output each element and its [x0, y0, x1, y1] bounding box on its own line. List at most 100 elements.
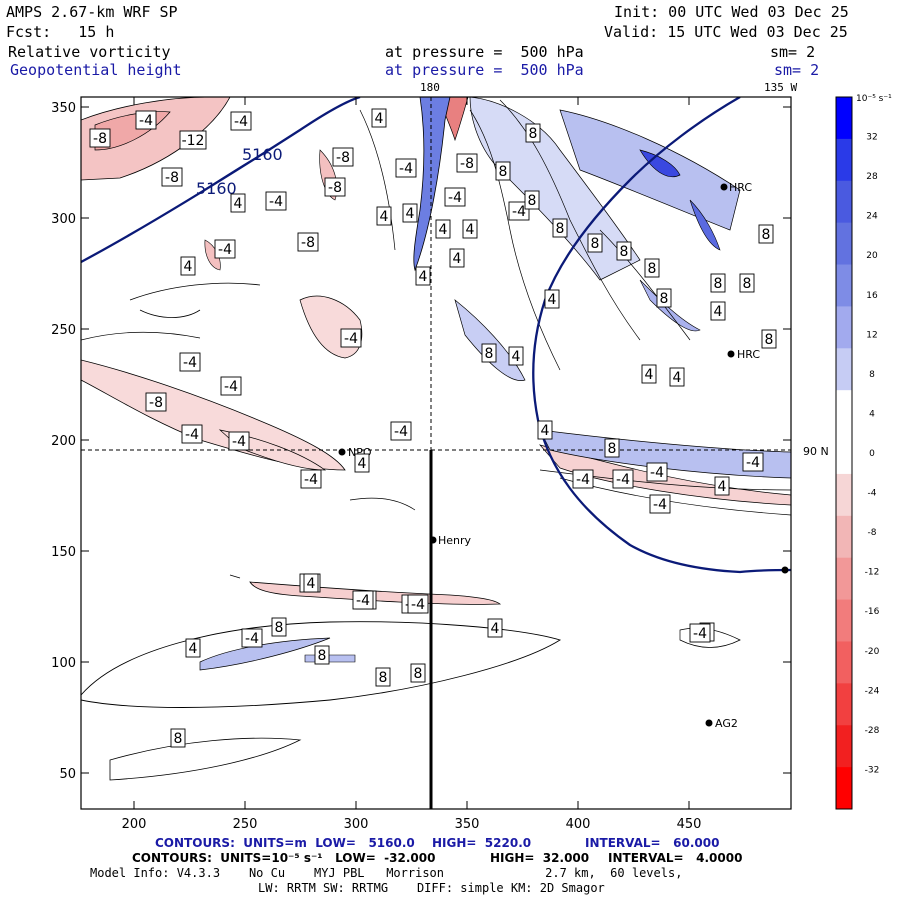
vorticity-label-box [689, 623, 711, 643]
vorticity-label: -4 [399, 161, 413, 177]
vorticity-label-box [525, 123, 541, 143]
vorticity-label: 8 [485, 346, 494, 362]
vorticity-label-box [340, 328, 362, 348]
colorbar-unit: 10⁻⁵ s⁻¹ [856, 94, 892, 104]
vorticity-label: 8 [499, 164, 508, 180]
vorticity-label: 4 [380, 209, 389, 225]
vorticity-label-box [230, 111, 252, 131]
vorticity-label-box [410, 663, 426, 683]
vorticity-label-box [612, 469, 634, 489]
vorticity-label: -4 [224, 379, 238, 395]
vorticity-label: 4 [189, 641, 198, 657]
vorticity-label: 8 [174, 731, 183, 747]
vorticity-label: -4 [693, 626, 707, 642]
vorticity-label-box [89, 128, 111, 148]
vorticity-label-box [271, 617, 287, 637]
vorticity-label: 4 [491, 621, 500, 637]
init-time: Init: 00 UTC Wed 03 Dec 25 [614, 3, 849, 21]
vorticity-label-box [649, 494, 671, 514]
vorticity-label: 4 [645, 367, 654, 383]
vorticity-label-box [179, 352, 201, 372]
y-tick-label: 250 [51, 323, 76, 338]
colorbar-segment [836, 641, 852, 684]
vorticity-label: -4 [245, 631, 259, 647]
vorticity-label-box [669, 367, 685, 387]
x-tick-label: 200 [122, 817, 147, 832]
vorticity-label-box [161, 167, 183, 187]
footer-height-interval: INTERVAL= 60.000 [585, 836, 720, 850]
vorticity-label-box [220, 376, 242, 396]
vorticity-label-box [180, 256, 196, 276]
colorbar-segment [836, 348, 852, 391]
vorticity-label: 8 [414, 666, 423, 682]
vorticity-label: -8 [460, 156, 474, 172]
colorbar-tick-label: -24 [865, 686, 880, 696]
vorticity-label: -12 [182, 133, 205, 149]
colorbar-segment [836, 515, 852, 559]
vorticity-label: 8 [275, 620, 284, 636]
vorticity-label: 8 [379, 670, 388, 686]
height-contour-labels: 5160 5160 [196, 145, 283, 198]
footer-physics-info: LW: RRTM SW: RRTMG DIFF: simple KM: 2D S… [258, 881, 605, 895]
vorticity-label: 8 [714, 276, 723, 292]
vorticity-label: -4 [650, 465, 664, 481]
x-tick-label: 250 [233, 817, 258, 832]
vorticity-label: 8 [608, 441, 617, 457]
vorticity-label-box [604, 438, 620, 458]
vorticity-label: 4 [307, 576, 316, 592]
vorticity-label: -4 [746, 455, 760, 471]
vorticity-label: -4 [232, 434, 246, 450]
vorticity-labels: -8 -4 -12 -4 -8 -4 -8 -8 -4 -8 -4 -4 -8 -4 -4 -4 -8 -4 -4 -… [89, 108, 777, 748]
lat-label-90n: 90 N [803, 445, 829, 458]
vorticity-label-box [587, 233, 603, 253]
vorticity-label-box [145, 392, 167, 412]
vorticity-label-box [265, 191, 287, 211]
vorticity-label: -4 [234, 114, 248, 130]
x-tick-label: 350 [455, 817, 480, 832]
colorbar-tick-label: -12 [865, 568, 880, 578]
vorticity-label-box [508, 346, 524, 366]
vorticity-label-box [241, 628, 263, 648]
vorticity-label-box [544, 289, 560, 309]
vorticity-label: 4 [439, 222, 448, 238]
colorbar-tick-label: 8 [869, 370, 875, 380]
colorbar-segment [836, 306, 852, 349]
map-field [81, 97, 791, 809]
vorticity-label-box [487, 618, 503, 638]
vorticity-label-box [572, 469, 594, 489]
vorticity-label: 4 [453, 251, 462, 267]
vorticity-label: -4 [394, 424, 408, 440]
vorticity-label-box [185, 638, 201, 658]
field2-smoothing: sm= 2 [774, 61, 820, 79]
colorbar-tick-label: 0 [869, 449, 875, 459]
colorbar-tick-label: -16 [865, 607, 880, 617]
vorticity-label-box [444, 187, 466, 207]
colorbar-tick-label: -32 [865, 765, 880, 775]
field2-name: Geopotential height [10, 61, 182, 79]
colorbar-tick-label: -28 [865, 726, 880, 736]
x-tick-label: 400 [566, 817, 591, 832]
footer-height-high: HIGH= 5220.0 [432, 836, 532, 850]
vorticity-label: -8 [149, 395, 163, 411]
y-tick-label: 300 [51, 212, 76, 227]
vorticity-label-box [537, 420, 553, 440]
colorbar-segment [836, 264, 852, 307]
vorticity-label: 4 [548, 292, 557, 308]
vorticity-label: -8 [165, 170, 179, 186]
footer-vort-interval: INTERVAL= 4.0000 [608, 851, 743, 865]
colorbar-tick-label: 20 [866, 251, 878, 261]
colorbar-segment [836, 222, 852, 266]
vorticity-label-box [300, 469, 322, 489]
colorbar-segment [836, 599, 852, 642]
vorticity-label: -8 [301, 235, 315, 251]
vorticity-label: 4 [234, 196, 243, 212]
vorticity-label: -4 [218, 242, 232, 258]
y-tick-label: 50 [59, 767, 76, 782]
vorticity-label: 4 [718, 479, 727, 495]
colorbar-segment [836, 138, 852, 182]
vorticity-label: 4 [673, 370, 682, 386]
vorticity-label: 8 [556, 221, 565, 237]
vorticity-label: -4 [576, 472, 590, 488]
field1-level: at pressure = 500 hPa [385, 43, 584, 61]
vorticity-label: 8 [660, 291, 669, 307]
